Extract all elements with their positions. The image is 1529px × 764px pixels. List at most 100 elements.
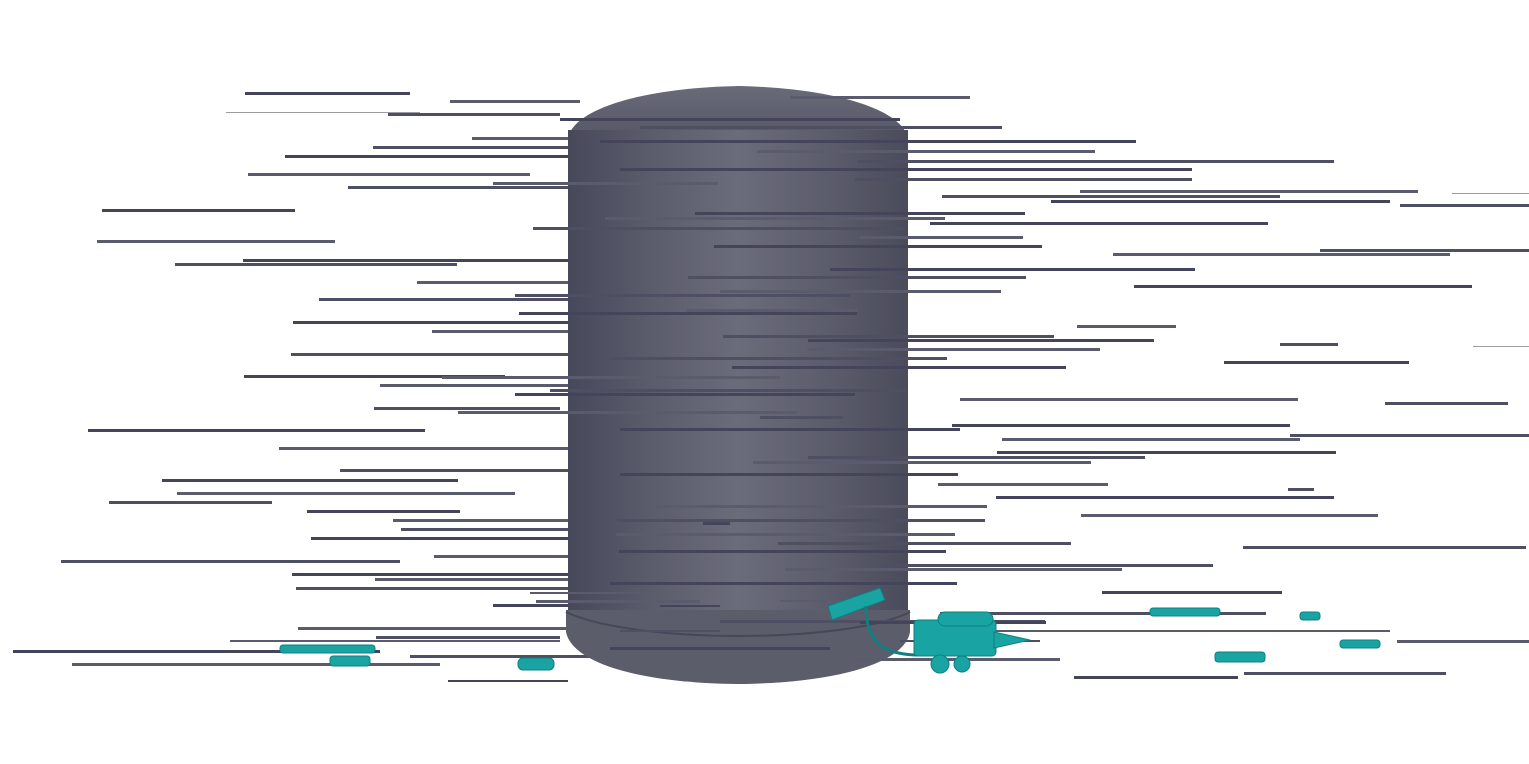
streak-line	[1320, 249, 1529, 252]
streak-line	[620, 168, 1192, 171]
streak-line	[732, 366, 1066, 369]
equipment-cart[interactable]	[279, 587, 1381, 674]
streak-line	[550, 389, 907, 392]
streak-line	[620, 428, 960, 431]
streak-line	[245, 92, 410, 95]
streak-line	[714, 245, 1042, 248]
streak-line	[230, 640, 560, 642]
streak-line	[162, 479, 458, 482]
streak-line	[493, 604, 568, 607]
streak-line	[720, 290, 1001, 293]
streak-line	[1224, 361, 1409, 364]
streak-line	[376, 636, 560, 639]
streak-line	[560, 118, 900, 121]
equipment-piece-left	[279, 644, 376, 654]
streak-line	[942, 195, 1280, 198]
streak-line	[1288, 488, 1314, 491]
streak-line	[1074, 676, 1238, 679]
streak-line	[610, 582, 957, 585]
streak-line	[610, 647, 830, 650]
equipment-cable	[864, 605, 921, 657]
tank-base-rim	[565, 611, 911, 638]
equipment-piece-right-1	[1149, 607, 1221, 617]
streak-line	[785, 568, 1122, 571]
equipment-tow-bar	[993, 631, 1031, 649]
equipment-tank-cylinder	[937, 611, 994, 627]
streak-line	[97, 240, 335, 243]
streak-line	[442, 376, 780, 379]
streak-line	[760, 416, 843, 419]
streak-line	[1397, 640, 1529, 643]
streak-line	[401, 528, 700, 531]
streak-line	[1400, 204, 1529, 207]
streak-line	[72, 663, 440, 666]
streak-line	[109, 501, 272, 504]
streak-line	[536, 600, 700, 603]
streak-line	[319, 298, 710, 301]
streak-line	[619, 550, 946, 553]
streak-line	[61, 560, 400, 563]
streak-line	[1002, 438, 1300, 441]
streak-line	[600, 140, 1136, 143]
streak-line	[1077, 325, 1176, 328]
streak-line	[458, 411, 797, 414]
equipment-piece-small	[517, 657, 555, 671]
streak-line	[808, 339, 1154, 342]
tank-body	[568, 130, 908, 620]
streak-line	[952, 424, 1290, 427]
streak-line	[13, 650, 380, 653]
streak-line	[858, 160, 1196, 163]
streak-line	[1385, 402, 1508, 405]
streak-line	[177, 492, 515, 495]
streak-line	[605, 217, 945, 220]
streak-line	[686, 309, 858, 312]
streak-line	[380, 384, 718, 387]
streak-line	[855, 178, 1192, 181]
streak-line	[340, 469, 645, 472]
streak-line	[1102, 591, 1282, 594]
streak-line	[311, 537, 640, 540]
streak-line	[940, 612, 1266, 615]
streak-line	[620, 473, 958, 476]
streak-line	[375, 578, 712, 581]
streak-line	[808, 456, 1145, 459]
streak-line	[1051, 200, 1390, 203]
streak-line	[226, 112, 420, 113]
streak-line	[616, 533, 955, 536]
streak-line	[493, 182, 718, 185]
streak-line	[990, 630, 1390, 632]
streak-line	[879, 564, 1213, 567]
streak-line	[175, 263, 457, 266]
streak-line	[1081, 514, 1378, 517]
streak-line	[1473, 346, 1529, 347]
equipment-piece-right-4	[1339, 639, 1381, 649]
streak-line	[807, 348, 1100, 351]
streak-line	[778, 542, 1071, 545]
streak-line	[515, 294, 850, 297]
streak-line	[243, 259, 580, 262]
streak-line	[519, 312, 857, 315]
streak-line	[88, 429, 425, 432]
storage-tank[interactable]	[565, 86, 911, 684]
streak-line	[307, 510, 460, 513]
streak-line	[472, 137, 610, 140]
equipment-piece-right-2	[1299, 611, 1321, 621]
streak-line	[244, 375, 505, 378]
streak-line	[388, 113, 560, 116]
streak-line	[448, 680, 568, 682]
streak-line	[757, 150, 1095, 153]
streak-line	[515, 393, 855, 396]
streak-line	[348, 186, 690, 189]
streak-line	[1120, 160, 1334, 163]
streak-line	[610, 357, 947, 360]
streak-line	[860, 236, 1023, 239]
equipment-piece-right-3	[1214, 651, 1266, 663]
streak-line	[688, 276, 1026, 279]
streak-line	[296, 587, 648, 590]
equipment-piece-left-lower	[329, 655, 371, 667]
streak-line	[938, 483, 1108, 486]
streak-line	[393, 519, 572, 522]
streak-line	[298, 627, 590, 630]
